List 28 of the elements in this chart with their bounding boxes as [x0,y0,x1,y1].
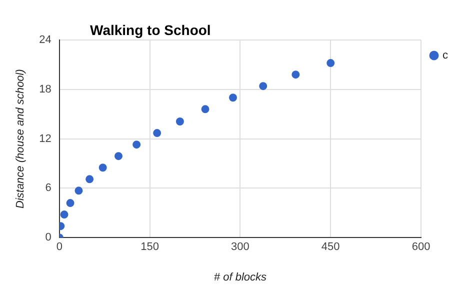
y-tick-label: 12 [39,132,52,145]
y-axis-title: Distance (house and school) [14,68,27,209]
point [86,175,94,184]
point [74,186,83,195]
point [228,94,237,102]
x-tick-label: 300 [231,241,250,254]
x-tick-label: 600 [412,241,430,254]
y-tick-label: 0 [45,232,52,244]
x-axis-title: # of blocks [214,271,268,284]
legend-label: c [442,50,448,62]
point [326,59,335,68]
point [153,129,162,138]
point [176,118,184,126]
point [132,140,141,149]
chart-title: Walking to School [90,22,211,38]
y-tick-label: 18 [39,83,52,96]
y-tick-label: 6 [45,182,52,194]
x-tick-label: 0 [56,241,62,254]
y-tick-label: 24 [39,34,52,46]
x-tick-label: 450 [321,241,340,254]
x-tick-label: 150 [140,241,160,254]
point [292,70,300,79]
point [201,105,210,114]
point [60,210,68,219]
point [66,199,74,208]
point [259,82,268,90]
point [114,152,122,160]
point [98,164,107,172]
